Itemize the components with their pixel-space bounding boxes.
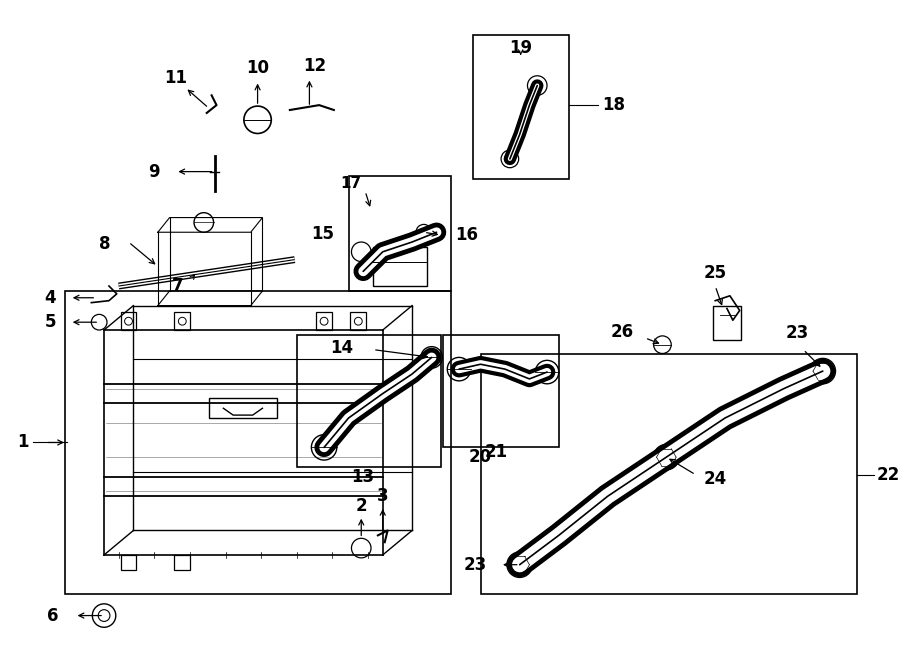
Text: 3: 3 <box>377 487 389 505</box>
Text: 11: 11 <box>164 69 187 87</box>
Text: 8: 8 <box>99 235 111 253</box>
Text: 23: 23 <box>464 555 486 574</box>
Text: 21: 21 <box>484 444 508 461</box>
Text: 24: 24 <box>704 469 726 488</box>
Text: 15: 15 <box>310 225 334 243</box>
Text: 2: 2 <box>356 497 367 515</box>
Text: 5: 5 <box>45 313 56 331</box>
Text: 6: 6 <box>47 606 58 624</box>
Text: 7: 7 <box>172 277 184 295</box>
Text: 16: 16 <box>455 226 478 244</box>
Bar <box>350 312 366 330</box>
Bar <box>472 34 569 179</box>
Bar <box>209 399 277 418</box>
Bar <box>121 555 136 569</box>
Text: 20: 20 <box>469 448 492 466</box>
Bar <box>175 555 190 569</box>
Bar <box>481 354 857 594</box>
Text: 12: 12 <box>302 57 326 75</box>
Text: 23: 23 <box>786 324 809 342</box>
Text: 25: 25 <box>704 264 727 282</box>
Bar <box>714 306 741 340</box>
Bar <box>297 335 441 467</box>
Bar <box>348 175 451 291</box>
Bar <box>444 335 559 448</box>
Text: 10: 10 <box>246 59 269 77</box>
Text: 19: 19 <box>509 40 532 58</box>
Bar <box>175 312 190 330</box>
Bar <box>121 312 136 330</box>
Text: 22: 22 <box>877 466 900 484</box>
Text: 14: 14 <box>330 339 354 357</box>
Text: 13: 13 <box>352 467 374 486</box>
Text: 9: 9 <box>148 163 160 181</box>
Bar <box>373 247 427 286</box>
Text: 18: 18 <box>602 96 625 114</box>
Text: 4: 4 <box>44 289 56 307</box>
Text: 17: 17 <box>340 176 361 191</box>
Text: 26: 26 <box>611 323 634 341</box>
Text: 1: 1 <box>17 434 29 451</box>
Bar <box>316 312 332 330</box>
Bar <box>65 291 451 594</box>
